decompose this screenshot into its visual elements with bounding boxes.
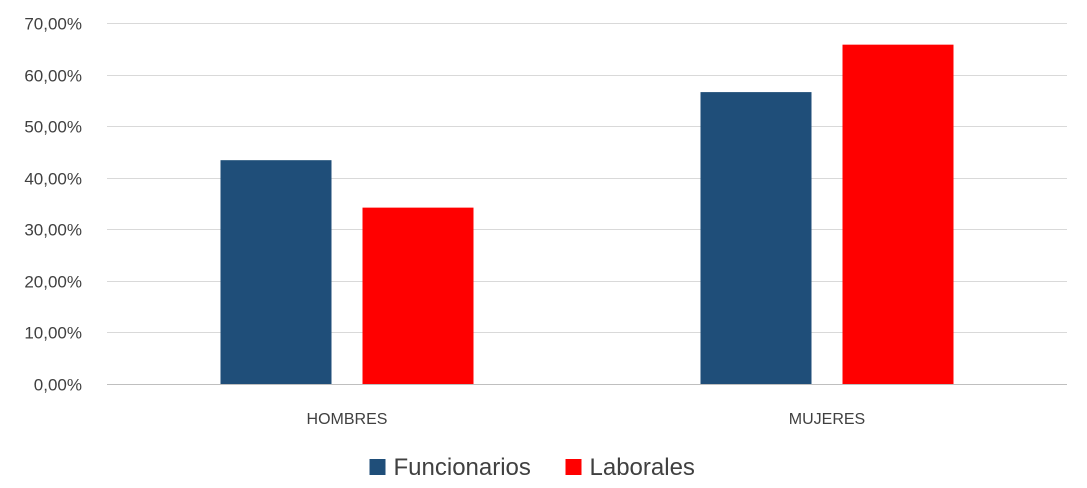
y-tick-label: 40,00% [24,170,82,189]
legend-swatch-laborales [565,459,582,475]
bar-funcionarios-hombres [220,160,332,384]
bar-laborales-hombres [362,207,474,384]
y-tick-label: 50,00% [24,118,82,137]
bars [220,44,954,384]
x-category-label: HOMBRES [307,411,388,428]
legend-label-funcionarios: Funcionarios [394,454,531,481]
legend-label-laborales: Laborales [590,454,695,481]
y-axis-tick-labels: 0,00% 10,00% 20,00% 30,00% 40,00% 50,00% 60,00… [24,15,82,395]
y-tick-label: 30,00% [24,221,82,240]
y-tick-label: 60,00% [24,67,82,86]
x-axis: HOMBRES MUJERES [307,411,866,428]
legend-swatch-funcionarios [369,459,386,475]
y-tick-label: 20,00% [24,273,82,292]
bar-laborales-mujeres [842,44,954,384]
y-tick-label: 0,00% [34,376,82,395]
y-tick-label: 10,00% [24,324,82,343]
legend: Funcionarios Laborales [369,454,695,481]
x-category-label: MUJERES [789,411,865,428]
bar-funcionarios-mujeres [700,92,812,384]
y-tick-label: 70,00% [24,15,82,34]
